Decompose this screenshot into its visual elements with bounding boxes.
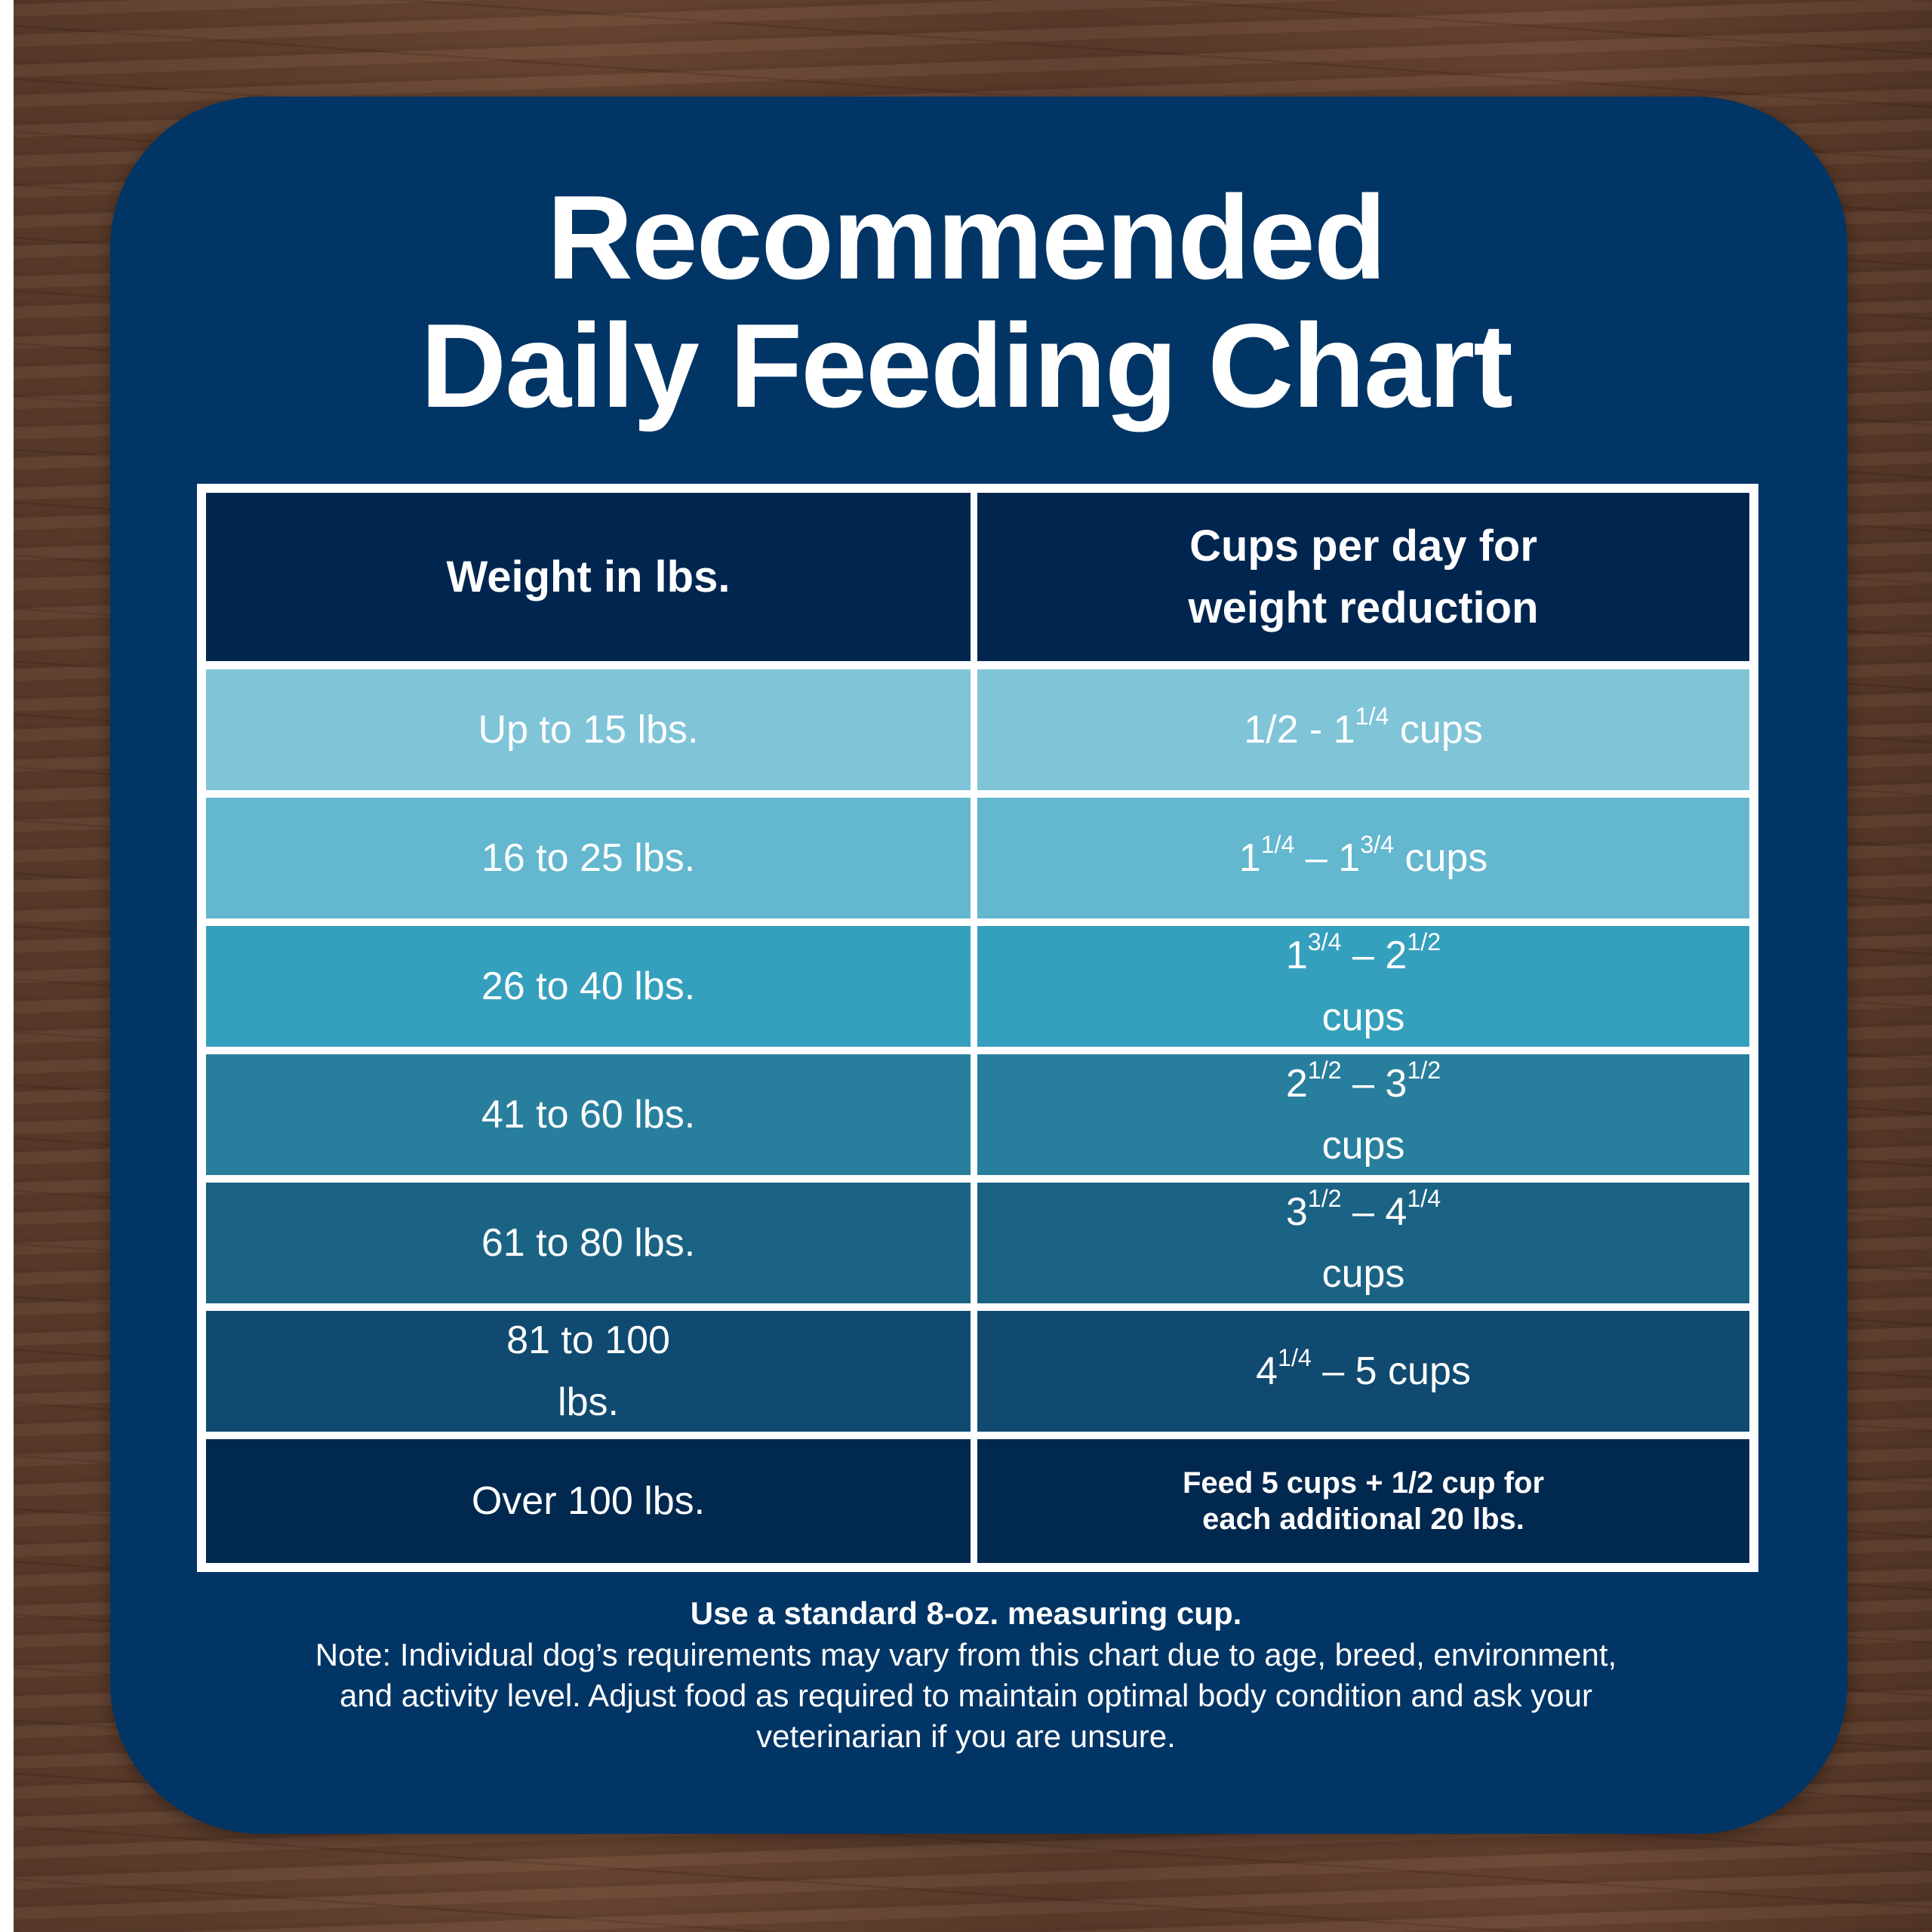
table-row-2-weight: 16 to 25 lbs. xyxy=(206,798,971,918)
cups-value: 31/2 – 41/4 xyxy=(1285,1184,1441,1234)
cups-value: 41/4 – 5 cups xyxy=(1256,1343,1471,1393)
feeding-table: Weight in lbs. Cups per day for weight r… xyxy=(197,484,1758,1572)
weight-value: Over 100 lbs. xyxy=(471,1479,706,1523)
table-row-7-cups: Feed 5 cups + 1/2 cup for each additiona… xyxy=(977,1439,1749,1563)
header-cups: Cups per day for weight reduction xyxy=(977,493,1749,661)
chart-title-line1: Recommended xyxy=(546,171,1387,304)
table-row-7-weight: Over 100 lbs. xyxy=(206,1439,971,1563)
table-row-3-weight: 26 to 40 lbs. xyxy=(206,926,971,1047)
header-weight-label: Weight in lbs. xyxy=(446,552,731,601)
table-row-4-weight: 41 to 60 lbs. xyxy=(206,1054,971,1175)
cups-unit: cups xyxy=(1321,1124,1405,1168)
table-row-6-weight: 81 to 100 lbs. xyxy=(206,1311,971,1432)
cups-unit: cups xyxy=(1321,995,1405,1039)
cups-value: 11/4 – 13/4 cups xyxy=(1238,830,1488,880)
measuring-cup-note: Use a standard 8-oz. measuring cup. xyxy=(690,1595,1242,1631)
table-row-2-cups: 11/4 – 13/4 cups xyxy=(977,798,1749,918)
header-cups-line2: weight reduction xyxy=(1188,583,1539,632)
table-row-1-cups: 1/2 - 11/4 cups xyxy=(977,669,1749,790)
chart-title-line2: Daily Feeding Chart xyxy=(420,300,1513,432)
table-row-6-cups: 41/4 – 5 cups xyxy=(977,1311,1749,1432)
disclaimer-note: Note: Individual dog’s requirements may … xyxy=(196,1635,1736,1757)
weight-value: 26 to 40 lbs. xyxy=(481,964,696,1008)
disclaimer-line2: and activity level. Adjust food as requi… xyxy=(340,1678,1592,1713)
cups-value: 13/4 – 21/2 xyxy=(1285,928,1441,977)
header-cups-line1: Cups per day for xyxy=(1189,521,1537,571)
weight-value: 61 to 80 lbs. xyxy=(481,1221,696,1265)
cups-value: 1/2 - 11/4 cups xyxy=(1244,702,1483,752)
disclaimer-line1: Note: Individual dog’s requirements may … xyxy=(315,1637,1617,1672)
table-row-5-cups: 31/2 – 41/4 cups xyxy=(977,1183,1749,1303)
table-row-4-cups: 21/2 – 31/2 cups xyxy=(977,1054,1749,1175)
weight-value: 16 to 25 lbs. xyxy=(481,836,696,880)
cups-note-line1: Feed 5 cups + 1/2 cup for xyxy=(1182,1466,1545,1500)
table-row-5-weight: 61 to 80 lbs. xyxy=(206,1183,971,1303)
table-row-1-weight: Up to 15 lbs. xyxy=(206,669,971,790)
cups-value: 21/2 – 31/2 xyxy=(1285,1056,1441,1106)
cups-note-line2: each additional 20 lbs. xyxy=(1202,1503,1524,1536)
weight-value: 41 to 60 lbs. xyxy=(481,1093,696,1137)
cups-unit: cups xyxy=(1321,1252,1405,1296)
weight-value-line1: 81 to 100 xyxy=(506,1318,670,1362)
weight-value: Up to 15 lbs. xyxy=(478,708,699,752)
disclaimer-line3: veterinarian if you are unsure. xyxy=(756,1718,1176,1754)
weight-value-line2: lbs. xyxy=(558,1380,619,1424)
table-row-3-cups: 13/4 – 21/2 cups xyxy=(977,926,1749,1047)
header-weight: Weight in lbs. xyxy=(206,493,971,661)
